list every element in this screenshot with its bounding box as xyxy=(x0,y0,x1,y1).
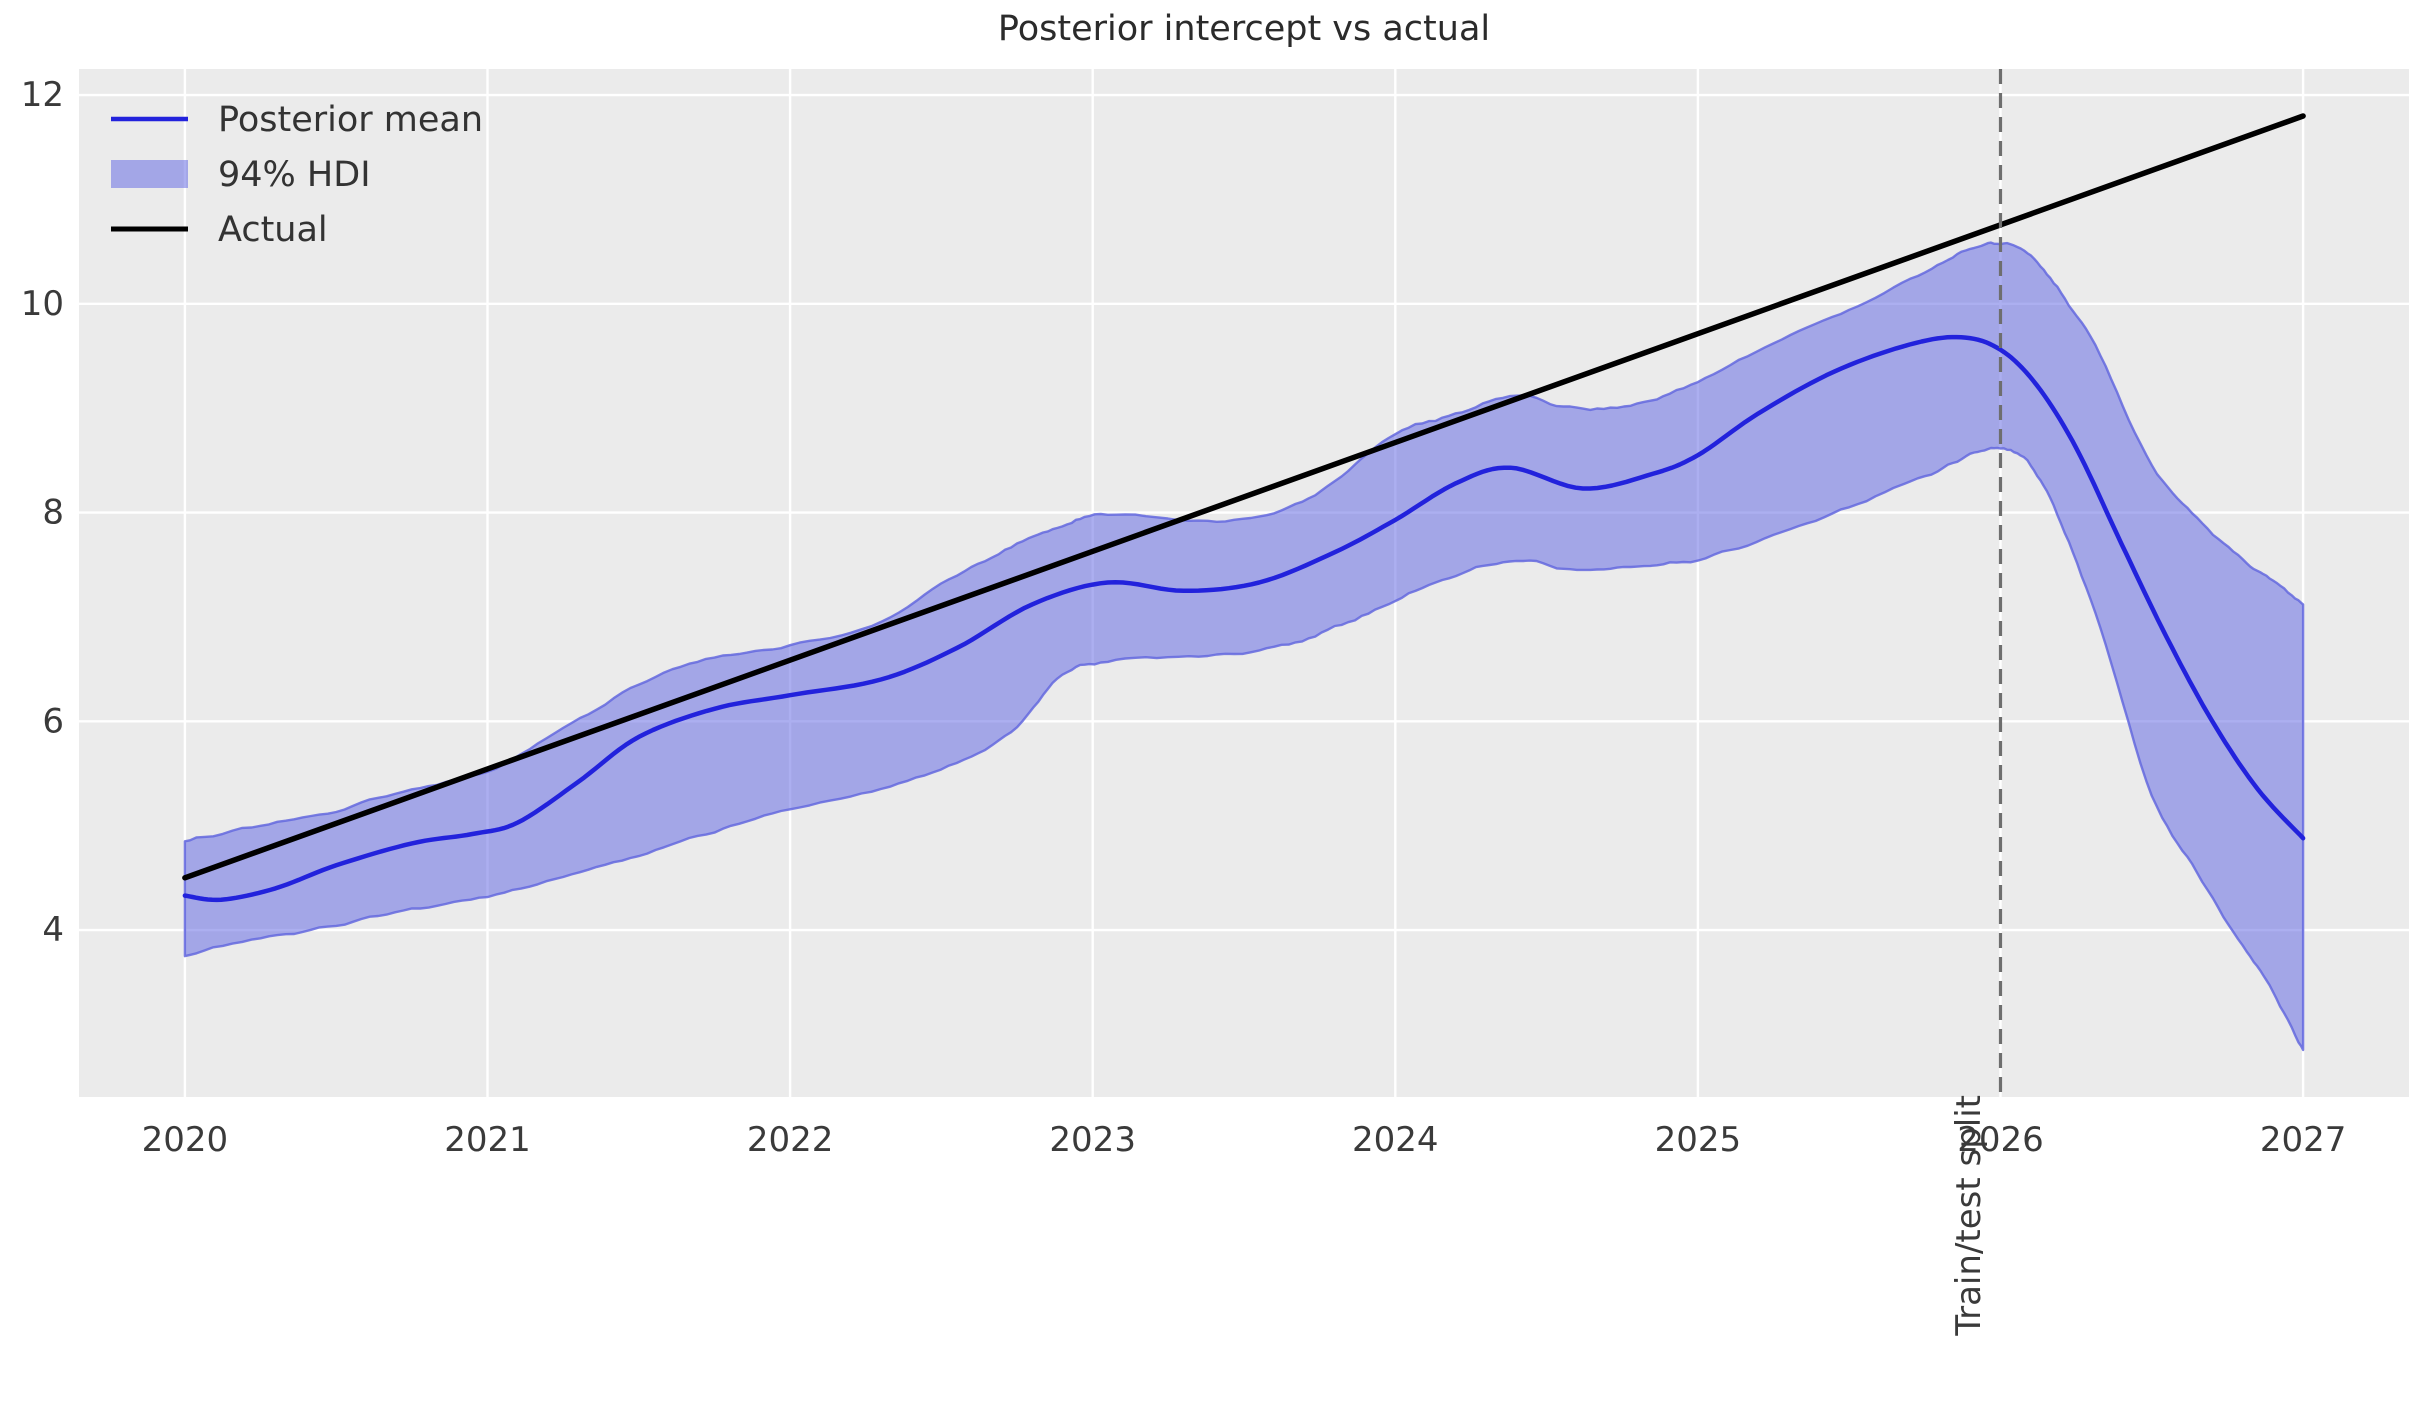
x-tick-label: 2023 xyxy=(1049,1120,1136,1160)
y-tick-label: 6 xyxy=(42,701,64,741)
actual-line xyxy=(182,113,2306,881)
x-tick-label: 2024 xyxy=(1352,1120,1439,1160)
x-tick-label: 2020 xyxy=(142,1120,229,1160)
legend-item-hdi: 94% HDI xyxy=(111,155,371,195)
y-tick-label: 8 xyxy=(42,493,64,533)
hdi-swatch-icon xyxy=(111,160,188,188)
legend-item-actual: Actual xyxy=(111,210,328,250)
x-gridlines xyxy=(183,69,2305,1097)
legend-label: Actual xyxy=(218,210,328,250)
hdi-band xyxy=(183,241,2305,1052)
x-tick-label: 2025 xyxy=(1655,1120,1742,1160)
legend-item-posterior-mean: Posterior mean xyxy=(111,100,483,140)
legend: Posterior mean 94% HDI Actual xyxy=(111,100,483,250)
x-tick-label: 2021 xyxy=(444,1120,531,1160)
x-tick-label: 2026 xyxy=(1957,1120,2044,1160)
x-tick-label: 2027 xyxy=(2260,1120,2347,1160)
posterior-mean-line xyxy=(182,334,2306,903)
x-axis-tick-labels: 2020 2021 2022 2023 2024 2025 2026 2027 xyxy=(142,1120,2347,1160)
legend-label: Posterior mean xyxy=(218,100,483,140)
y-tick-label: 12 xyxy=(21,75,64,115)
split-annotation-label: Train/test split xyxy=(1949,1095,1989,1337)
x-tick-label: 2022 xyxy=(747,1120,834,1160)
y-tick-label: 10 xyxy=(21,284,64,324)
chart-title: Posterior intercept vs actual xyxy=(998,9,1490,49)
y-tick-label: 4 xyxy=(42,910,64,950)
y-axis-tick-labels: 4 6 8 10 12 xyxy=(21,75,64,950)
legend-label: 94% HDI xyxy=(218,155,371,195)
